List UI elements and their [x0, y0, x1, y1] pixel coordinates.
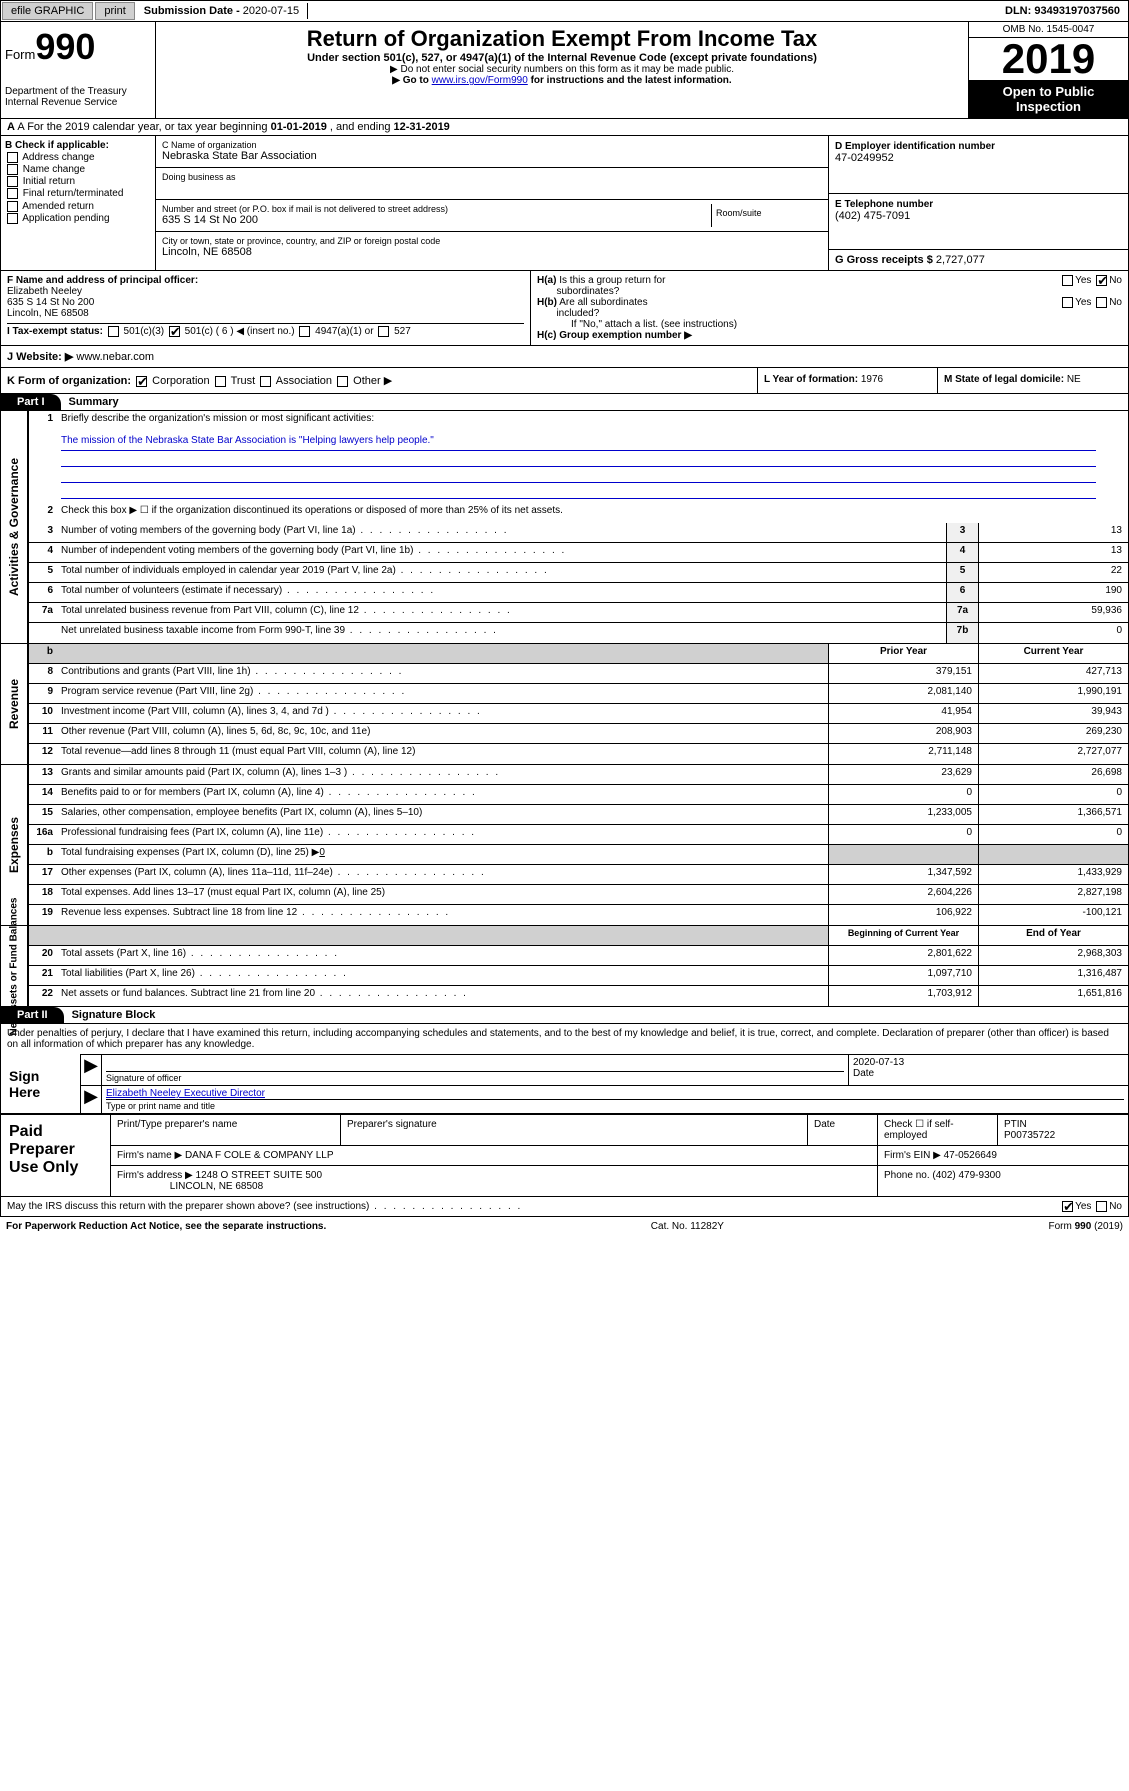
v7b: 0	[978, 623, 1128, 643]
ssn-note: ▶ Do not enter social security numbers o…	[160, 64, 964, 75]
print-button[interactable]: print	[95, 2, 134, 20]
dept-treasury: Department of the Treasury	[5, 86, 151, 97]
goto-note: ▶ Go to www.irs.gov/Form990 for instruct…	[160, 75, 964, 86]
state-domicile: M State of legal domicile: NE	[938, 368, 1128, 393]
row-j-website: J Website: ▶ www.nebar.com	[0, 346, 1129, 368]
telephone: (402) 475-7091	[835, 210, 910, 222]
firm-ein: 47-0526649	[944, 1150, 997, 1161]
col-d-info: D Employer identification number47-02499…	[828, 136, 1128, 270]
city-state-zip: Lincoln, NE 68508	[162, 246, 252, 258]
governance-section: Activities & Governance 1Briefly describ…	[0, 411, 1129, 644]
footer: For Paperwork Reduction Act Notice, see …	[0, 1217, 1129, 1236]
part2-header: Part IISignature Block	[0, 1007, 1129, 1024]
part1-header: Part ISummary	[0, 394, 1129, 411]
group-return: H(a) Is this a group return for subordin…	[531, 271, 1128, 345]
revenue-section: Revenue bPrior YearCurrent Year 8Contrib…	[0, 644, 1129, 765]
row-fh: F Name and address of principal officer:…	[0, 271, 1129, 346]
ptin: P00735722	[1004, 1130, 1055, 1141]
open-public: Open to PublicInspection	[969, 80, 1128, 118]
firm-name: DANA F COLE & COMPANY LLP	[185, 1150, 334, 1161]
v6: 190	[978, 583, 1128, 602]
street-address: 635 S 14 St No 200	[162, 214, 258, 226]
org-name: Nebraska State Bar Association	[162, 150, 317, 162]
prep-phone: (402) 479-9300	[932, 1170, 1000, 1181]
cb-app-pending[interactable]: Application pending	[5, 213, 151, 224]
year-formation: L Year of formation: 1976	[758, 368, 938, 393]
v5: 22	[978, 563, 1128, 582]
col-b-checkboxes: B Check if applicable: Address change Na…	[1, 136, 156, 270]
side-governance: Activities & Governance	[7, 458, 21, 596]
expenses-section: Expenses 13Grants and similar amounts pa…	[0, 765, 1129, 926]
discuss-row: May the IRS discuss this return with the…	[0, 1197, 1129, 1217]
row-klm: K Form of organization: Corporation Trus…	[0, 368, 1129, 394]
efile-button[interactable]: efile GRAPHIC	[2, 2, 93, 20]
form-subtitle: Under section 501(c), 527, or 4947(a)(1)…	[160, 52, 964, 64]
side-expenses: Expenses	[7, 817, 21, 873]
form-title: Return of Organization Exempt From Incom…	[160, 26, 964, 52]
irs-label: Internal Revenue Service	[5, 97, 151, 108]
gross-receipts: 2,727,077	[936, 254, 985, 266]
form-header: Form990 Department of the Treasury Inter…	[0, 22, 1129, 119]
ein: 47-0249952	[835, 152, 894, 164]
mission-text: The mission of the Nebraska State Bar As…	[61, 435, 1096, 451]
cb-final-return[interactable]: Final return/terminated	[5, 188, 151, 199]
v3: 13	[978, 523, 1128, 542]
netassets-section: Net Assets or Fund Balances Beginning of…	[0, 926, 1129, 1007]
cb-address-change[interactable]: Address change	[5, 152, 151, 163]
cb-initial-return[interactable]: Initial return	[5, 176, 151, 187]
side-revenue: Revenue	[7, 679, 21, 729]
row-a-period: A A For the 2019 calendar year, or tax y…	[0, 119, 1129, 136]
tax-year: 2019	[969, 38, 1128, 80]
perjury-statement: Under penalties of perjury, I declare th…	[1, 1024, 1128, 1054]
paid-preparer: Paid Preparer Use Only Print/Type prepar…	[1, 1113, 1128, 1196]
submission-date: Submission Date - 2020-07-15	[136, 3, 308, 19]
cb-name-change[interactable]: Name change	[5, 164, 151, 175]
principal-officer: F Name and address of principal officer:…	[1, 271, 531, 345]
sign-here-label: Sign Here	[1, 1054, 81, 1113]
v4: 13	[978, 543, 1128, 562]
side-net: Net Assets or Fund Balances	[9, 897, 20, 1035]
top-toolbar: efile GRAPHIC print Submission Date - 20…	[0, 0, 1129, 22]
section-bcd: B Check if applicable: Address change Na…	[0, 136, 1129, 271]
v7a: 59,936	[978, 603, 1128, 622]
form-of-org: K Form of organization: Corporation Trus…	[1, 368, 758, 393]
form-number: Form990	[5, 26, 151, 68]
cb-amended[interactable]: Amended return	[5, 201, 151, 212]
website: www.nebar.com	[73, 351, 154, 363]
signature-section: Under penalties of perjury, I declare th…	[0, 1024, 1129, 1197]
col-c-org: C Name of organizationNebraska State Bar…	[156, 136, 828, 270]
dln: DLN: 93493197037560	[997, 3, 1128, 19]
form990-link[interactable]: www.irs.gov/Form990	[432, 75, 528, 86]
officer-name-link[interactable]: Elizabeth Neeley Executive Director	[106, 1088, 265, 1099]
room-suite: Room/suite	[712, 204, 822, 227]
